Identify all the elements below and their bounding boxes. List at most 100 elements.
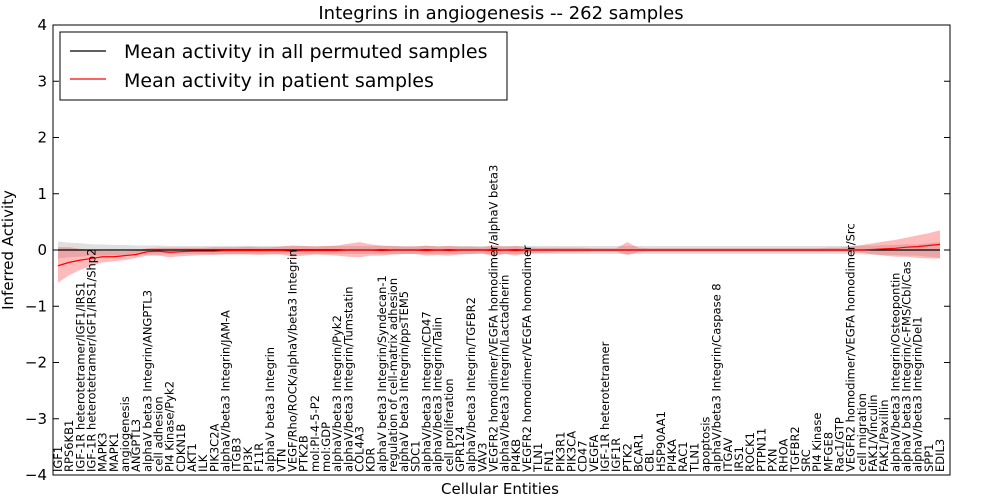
y-tick-label: −3 [25, 410, 47, 428]
x-category-label: PIK3CA [565, 431, 579, 472]
x-category-label: ITGB3 [230, 437, 244, 472]
x-category-label: ANGPTL3 [129, 419, 143, 472]
x-category-label: TGFBR2 [788, 426, 802, 473]
x-category-label: cell proliferation [442, 378, 456, 472]
y-tick-label: 3 [37, 72, 47, 90]
x-category-label: PTK2 [620, 443, 634, 472]
x-category-label: PI4KB [509, 439, 523, 472]
legend: Mean activity in all permuted samples Me… [59, 31, 508, 101]
y-tick-label: −4 [25, 466, 47, 484]
x-category-label: VEGF/Rho/ROCK/alphaV/beta3 Integrin [285, 249, 299, 472]
x-category-label: VEGFR2 homodimer/VEGFA homodimer [520, 245, 534, 472]
x-category-label: alphaV beta3 Integrin [263, 347, 277, 472]
x-category-label: PI4KA [665, 439, 679, 472]
x-category-label: PI3K [241, 446, 255, 472]
x-category-label: Rac1/GTP [833, 417, 847, 472]
x-category-label: RHOA [777, 439, 791, 472]
x-category-label: RAC1 [676, 441, 690, 472]
x-category-label: alphaV/beta3 Integrin/TGFBR2 [464, 297, 478, 472]
x-category-label: cell adhesion [151, 396, 165, 472]
legend-label-permuted: Mean activity in all permuted samples [124, 41, 487, 63]
x-category-label: SDC1 [408, 440, 422, 472]
x-category-label: MFGE8 [821, 432, 835, 472]
y-tick-label: −1 [25, 297, 47, 315]
x-category-label: regulation of cell-matrix adhesion [386, 278, 400, 472]
x-category-label: alphaV/beta3 Integrin/Del1 [911, 316, 925, 472]
x-category-label: RPS6KB1 [62, 420, 76, 472]
x-category-label: alphaV/beta3 Integrin/Tumstatin [341, 287, 355, 472]
x-category-label: PTPN11 [754, 428, 768, 472]
y-tick-label: 4 [37, 16, 47, 34]
x-category-label: F11R [252, 443, 266, 472]
x-category-label: VEGFA [587, 434, 601, 472]
x-category-label: IGF-1R heterotetramer [598, 341, 612, 472]
x-category-label: ITGAV [721, 438, 735, 472]
x-category-label: VEGFR2 homodimer/VEGFA homodimer/Src [844, 223, 858, 472]
x-category-label: SRC [799, 449, 813, 472]
series-line-1 [57, 243, 941, 267]
x-category-label: CD47 [576, 440, 590, 472]
x-category-label: VAV3 [475, 443, 489, 472]
x-category-label: GPR124 [453, 426, 467, 472]
x-category-label: HSP90AA1 [654, 411, 668, 472]
x-category-label: PI4 Kinase/Pyk2 [163, 381, 177, 472]
x-category-label: alphaV/beta3 Integrin/Caspase 8 [710, 283, 724, 472]
legend-box [59, 31, 508, 101]
x-category-label: FN1 [542, 449, 556, 472]
x-category-label: alphaV beta3 Integrin/ppsTEM5 [397, 291, 411, 472]
x-category-label: AKT1 [185, 443, 199, 472]
x-category-label: alphaV/beta3 Integrin/Pyk2 [330, 315, 344, 472]
x-category-label: PI4 Kinase [810, 413, 824, 472]
x-category-label: VTN [274, 449, 288, 473]
x-category-label: TLN1 [531, 443, 545, 473]
x-category-label: CBL [643, 449, 657, 472]
x-category-label: COL4A3 [352, 426, 366, 472]
x-category-label: IGF-1R heterotetramer/IGF1/IRS1 [73, 282, 87, 472]
x-category-label: IGF1 [51, 446, 65, 472]
x-category-label: VEGFR2 homodimer/VEGFA homodimer/alphaV … [486, 165, 500, 472]
x-category-label: alphaV/beta3 Integrin/CD47 [419, 311, 433, 472]
x-category-label: TLN1 [687, 443, 701, 473]
x-category-label: FAK1/Vinculin [866, 394, 880, 472]
y-axis: −4 −3 −2 −1 0 1 2 3 4 [25, 16, 950, 484]
x-category-label: PXN [766, 449, 780, 472]
x-category-label: alphaV beta3 Integrin/ANGPTL3 [140, 290, 154, 472]
x-category-label: KDR [364, 448, 378, 472]
x-category-label: IGF1R [609, 438, 623, 472]
x-category-label: PIK3C2A [207, 423, 221, 472]
x-category-label: alphaV/beta3 Integrin/JAM-A [218, 310, 232, 472]
x-category-label: alphaV/beta3 Integrin/Lactadherin [498, 275, 512, 472]
x-category-label: angiogenesis [118, 396, 132, 472]
x-category-label: mol:GDP [319, 422, 333, 472]
x-category-label: EDIL3 [933, 439, 947, 472]
chart-title: Integrins in angiogenesis -- 262 samples [318, 3, 683, 24]
x-category-label: cell migration [855, 393, 869, 472]
y-tick-label: 1 [37, 185, 47, 203]
x-category-label: FAK1/Paxillin [877, 400, 891, 473]
y-tick-label: 0 [37, 241, 47, 259]
x-category-label: IGF-1R heterotetramer/IGF1/IRS1/Shp2 [84, 249, 98, 472]
x-category-label: apoptosis [699, 417, 713, 472]
x-category-label: PTK2B [297, 435, 311, 472]
x-category-label: ROCK1 [743, 432, 757, 472]
x-category-label: alphaV beta3 Integrin/Syndecan-1 [375, 275, 389, 472]
x-category-label: IRS1 [732, 446, 746, 472]
x-category-label: BCAR1 [632, 433, 646, 472]
x-category-label: MAPK3 [96, 432, 110, 472]
x-category-label: CDKN1B [174, 424, 188, 472]
series-lines [57, 243, 941, 267]
x-category-label: mol:PI-4-5-P2 [308, 395, 322, 472]
x-category-label: SPP1 [922, 444, 936, 473]
x-category-label: ILK [196, 454, 210, 472]
legend-label-patient: Mean activity in patient samples [124, 70, 434, 92]
y-axis-title: Inferred Activity [0, 190, 17, 310]
y-tick-label: 2 [37, 129, 47, 147]
x-category-label: alphaV beta3 Integrin/c-FMS/Cbl/Cas [900, 261, 914, 472]
x-category-label: PIK3R1 [553, 432, 567, 473]
x-category-label: alphaV/beta3 Integrin/Osteopontin [888, 273, 902, 472]
x-axis-title: Cellular Entities [441, 480, 559, 498]
y-tick-label: −2 [25, 354, 47, 372]
x-category-label: alphaV/beta3 Integrin/Talin [431, 317, 445, 472]
